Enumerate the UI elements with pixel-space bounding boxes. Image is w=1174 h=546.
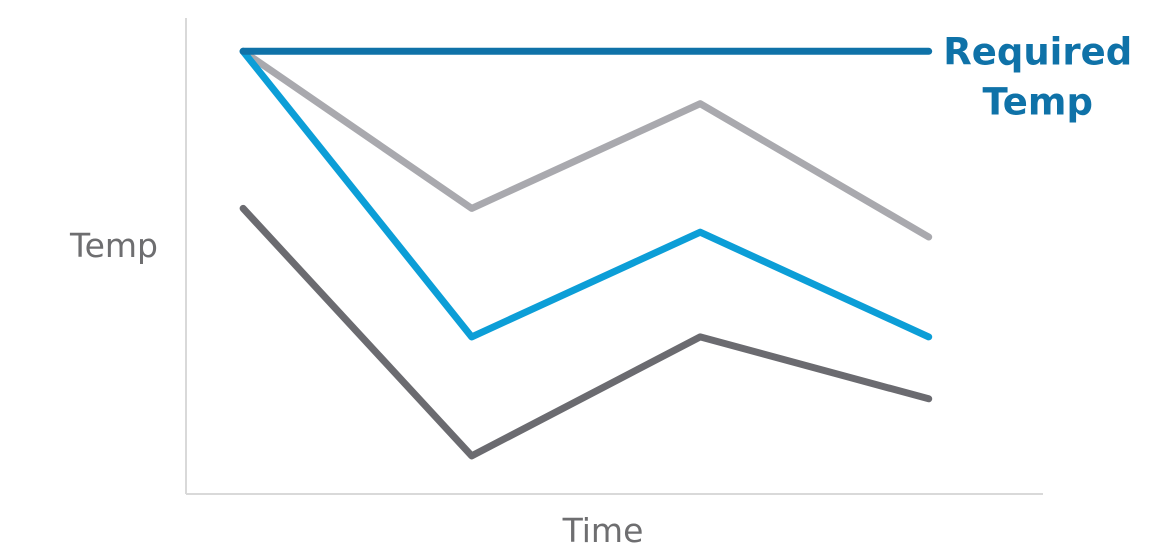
series-label-word: Temp bbox=[982, 80, 1092, 123]
series-line-4 bbox=[239, 204, 933, 460]
x-axis-label: Time bbox=[562, 511, 644, 546]
series-line-2 bbox=[239, 47, 933, 241]
series-label-word: Required bbox=[943, 30, 1132, 73]
series-layer: Required Temp bbox=[239, 30, 1132, 460]
series-line-3 bbox=[239, 47, 933, 341]
series-label-1: Required Temp bbox=[943, 30, 1132, 123]
y-axis-label: Temp bbox=[69, 226, 158, 265]
